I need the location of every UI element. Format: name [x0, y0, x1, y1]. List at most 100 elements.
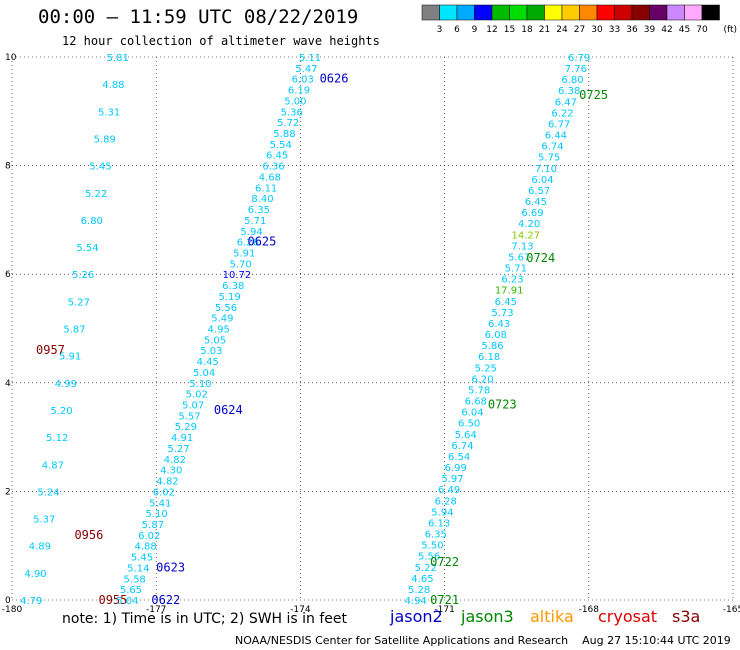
swh-value-label: 6.47: [555, 97, 577, 108]
swh-value-label: 5.04: [193, 368, 215, 379]
legend-altika: altika: [530, 607, 574, 626]
swh-value-label: 4.79: [20, 596, 42, 607]
swh-value-label: 6.03: [292, 75, 314, 86]
swh-value-label: 6.13: [428, 518, 450, 529]
swh-value-label: 6.80: [561, 75, 583, 86]
swh-value-label: 5.41: [149, 498, 171, 509]
colorbar-label: 30: [591, 25, 603, 35]
swh-value-label: 6.79: [568, 53, 590, 64]
swh-value-label: 6.02: [138, 531, 160, 542]
swh-value-label: 6.45: [525, 197, 547, 208]
swh-value-label: 6.38: [222, 281, 244, 292]
colorbar-label: 12: [486, 25, 497, 35]
swh-value-label: 17.91: [495, 286, 524, 297]
chart-subtitle: 12 hour collection of altimeter wave hei…: [62, 34, 380, 48]
time-label: 0957: [36, 343, 65, 357]
swh-value-label: 5.94: [240, 227, 262, 238]
swh-value-label: 5.57: [178, 411, 200, 422]
x-tick-label: -171: [434, 605, 454, 615]
colorbar-swatch: [701, 4, 720, 21]
swh-value-label: 5.91: [233, 248, 255, 259]
time-label: 0956: [74, 528, 103, 542]
y-tick-label: 8: [5, 162, 11, 172]
swh-value-label: 5.65: [120, 585, 142, 596]
time-label: 0625: [247, 235, 276, 249]
swh-value-label: 5.88: [273, 129, 295, 140]
y-tick-label: 10: [5, 53, 17, 63]
swh-value-label: 5.19: [219, 292, 241, 303]
swh-value-label: 5.22: [415, 563, 437, 574]
swh-value-label: 4.82: [164, 455, 186, 466]
swh-value-label: 5.27: [68, 297, 90, 308]
colorbar-label: 3: [437, 25, 443, 35]
legend-s3a: s3a: [672, 607, 701, 626]
time-label: 0624: [214, 403, 243, 417]
swh-value-label: 4.68: [259, 172, 281, 183]
swh-value-label: 6.04: [461, 408, 483, 419]
footer-credit: NOAA/NESDIS Center for Satellite Applica…: [235, 634, 731, 647]
swh-value-label: 5.56: [215, 303, 237, 314]
colorbar-label: 21: [539, 25, 550, 35]
x-tick-label: -174: [290, 605, 311, 615]
swh-value-label: 5.73: [491, 308, 513, 319]
swh-value-label: 6.26: [237, 238, 259, 249]
swh-value-label: 6.23: [501, 275, 523, 286]
time-label: 0721: [430, 593, 459, 607]
swh-value-label: 5.47: [295, 64, 317, 75]
swh-value-label: 10.72: [223, 270, 252, 281]
swh-value-label: 5.12: [46, 433, 68, 444]
x-tick-label: -165: [723, 605, 740, 615]
chart-title: 00:00 — 11:59 UTC 08/22/2019: [38, 6, 359, 28]
swh-value-label: 5.20: [50, 406, 72, 417]
swh-value-label: 6.38: [558, 86, 580, 97]
y-tick-label: 4: [5, 379, 11, 389]
swh-value-label: 6.20: [471, 374, 493, 385]
swh-value-label: 5.78: [468, 385, 490, 396]
swh-value-label: 6.68: [465, 397, 487, 408]
x-tick-label: -180: [2, 605, 23, 615]
swh-value-label: 5.50: [421, 541, 443, 552]
swh-value-label: 5.04: [116, 596, 138, 607]
swh-value-label: 4.88: [134, 542, 156, 553]
swh-value-label: 5.28: [408, 585, 430, 596]
swh-value-label: 5.27: [167, 444, 189, 455]
swh-value-label: 7.10: [535, 164, 557, 175]
legend-jason3: jason3: [461, 607, 514, 626]
time-label: 0622: [151, 593, 180, 607]
colorbar-label: 33: [609, 25, 620, 35]
swh-value-label: 6.36: [262, 162, 284, 173]
swh-value-label: 5.26: [72, 270, 94, 281]
y-tick-label: 6: [5, 270, 11, 280]
swh-value-label: 6.99: [445, 463, 467, 474]
swh-value-label: 6.45: [495, 297, 517, 308]
swh-value-label: 7.13: [511, 241, 533, 252]
swh-value-label: 5.71: [505, 264, 527, 275]
swh-value-label: 5.36: [281, 107, 303, 118]
swh-value-label: 4.82: [156, 477, 178, 488]
swh-value-label: 6.54: [448, 452, 470, 463]
time-label: 0724: [526, 251, 555, 265]
time-label: 0955: [98, 593, 127, 607]
colorbar-label: 24: [556, 25, 568, 35]
swh-value-label: 5.89: [94, 134, 116, 145]
swh-value-label: 5.29: [175, 422, 197, 433]
swh-value-label: 5.14: [127, 563, 149, 574]
swh-value-label: 14.27: [512, 230, 541, 241]
swh-value-label: 5.22: [85, 189, 107, 200]
wave-height-chart: -180 -177 -174 -171 -168 -165 0 2 4 6 8 10 4.79 4.90 4…: [2, 53, 740, 615]
colorbar-label: 9: [472, 25, 478, 35]
swh-value-label: 5.37: [33, 515, 55, 526]
swh-value-label: 4.99: [55, 379, 77, 390]
time-label: 0723: [488, 398, 517, 412]
swh-value-label: 5.07: [182, 401, 204, 412]
time-label: 0626: [320, 72, 349, 86]
swh-value-label: 5.31: [98, 107, 120, 118]
swh-value-label: 5.97: [441, 474, 463, 485]
swh-value-label: 7.76: [565, 64, 587, 75]
colorbar-label: 39: [644, 25, 656, 35]
swh-value-label: 6.69: [521, 208, 543, 219]
swh-value-label: 6.18: [478, 352, 500, 363]
y-tick-label: 2: [5, 487, 11, 497]
swh-value-label: 5.10: [145, 509, 167, 520]
swh-value-label: 5.54: [76, 243, 98, 254]
